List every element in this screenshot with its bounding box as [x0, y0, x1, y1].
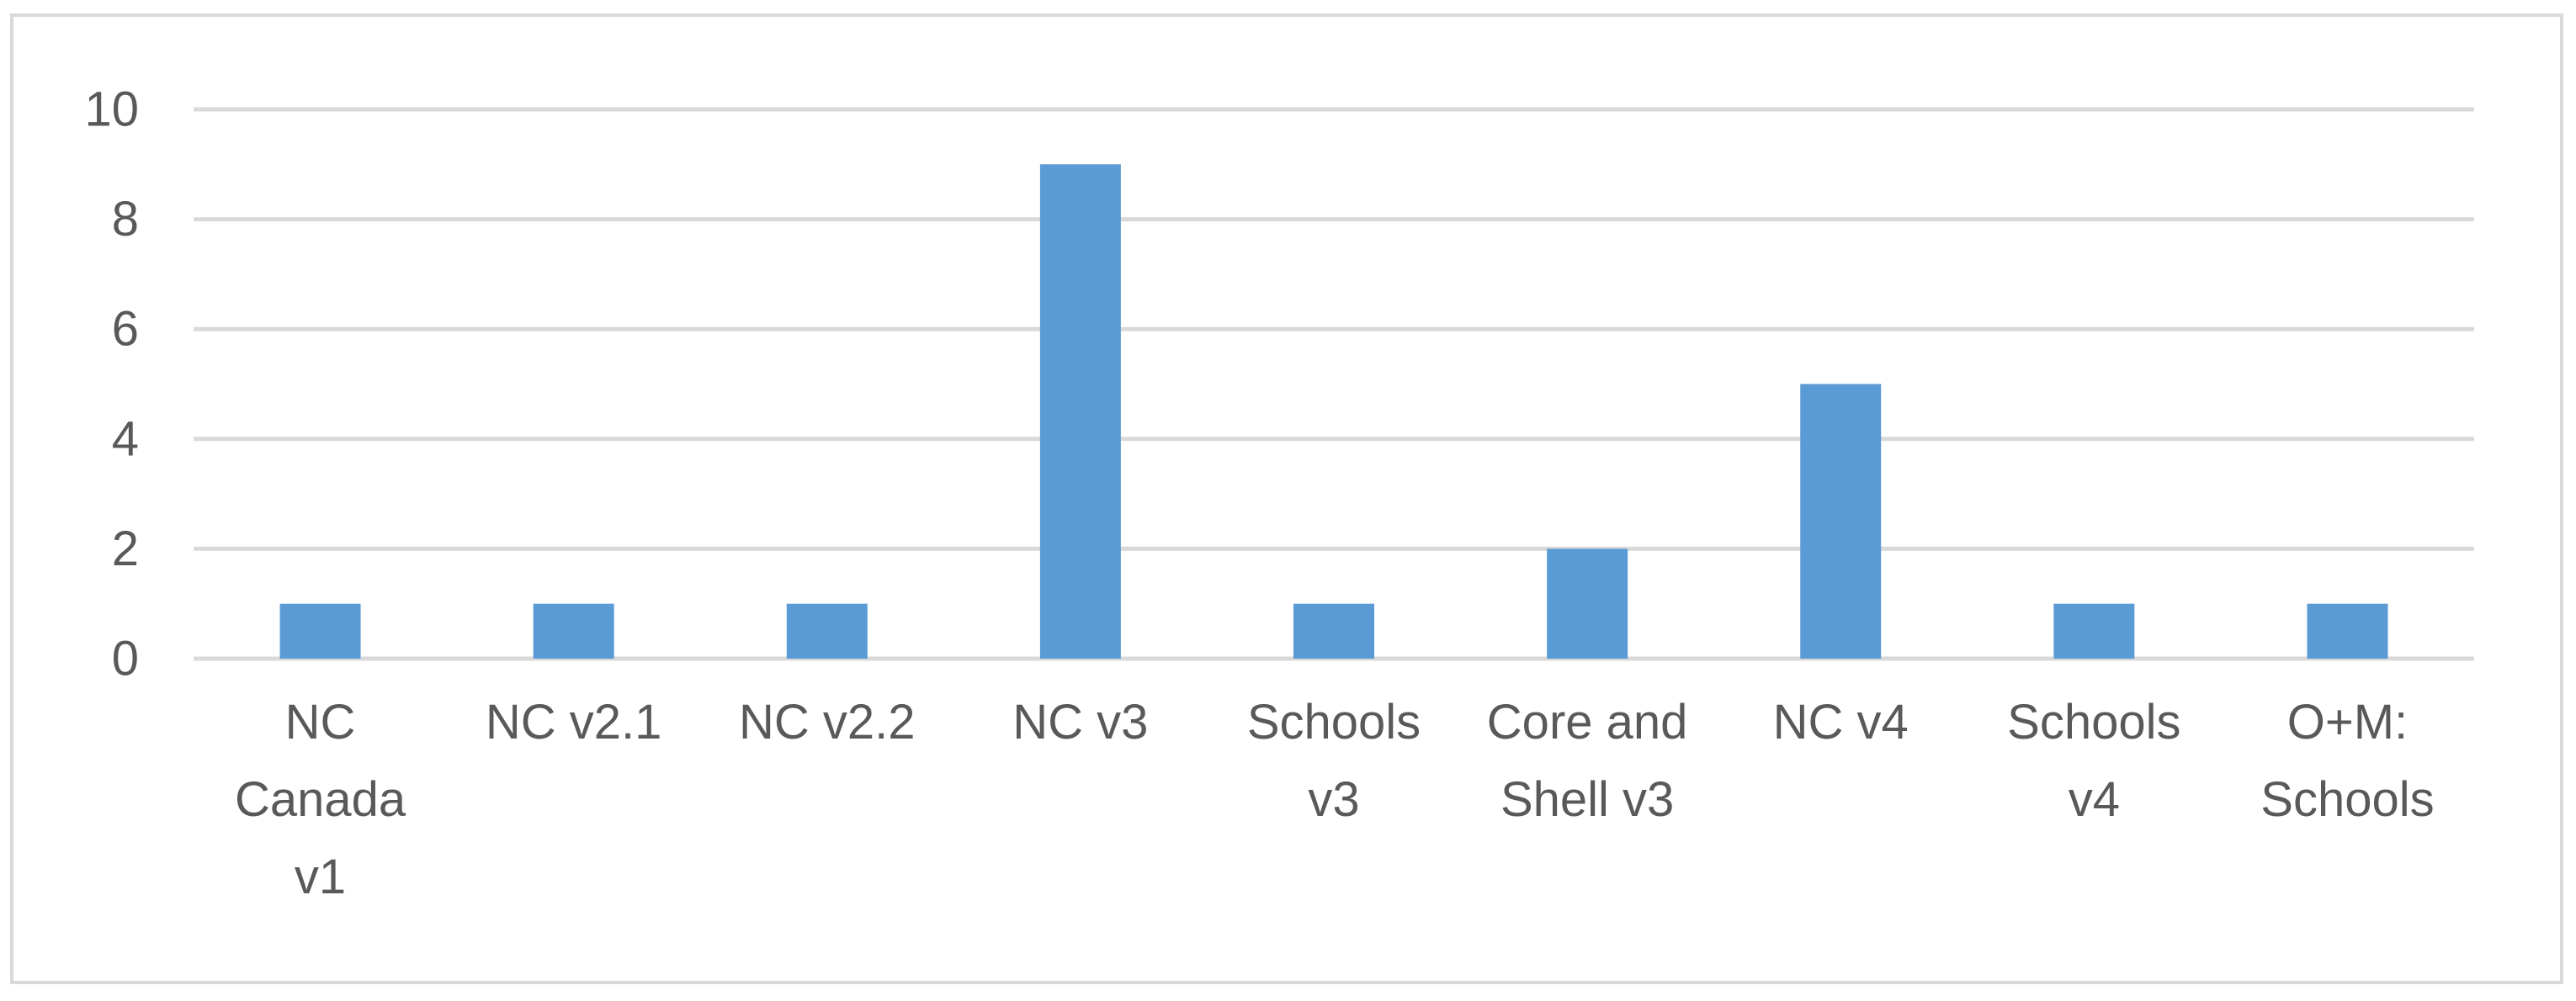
x-tick-label: Schools v4 — [2007, 695, 2180, 827]
x-tick-label: Schools v3 — [1247, 695, 1421, 827]
x-tick-label-line: NC — [285, 695, 356, 749]
y-tick-label: 8 — [112, 192, 139, 246]
bar — [1039, 164, 1121, 659]
x-tick-label: NC v4 — [1773, 695, 1909, 749]
x-tick-label-line: NC v2.2 — [739, 695, 916, 749]
x-tick-label-line: v1 — [295, 850, 346, 904]
y-axis-tick-labels: 0 2 4 6 8 10 — [84, 82, 139, 686]
bar — [2053, 603, 2135, 659]
bar — [279, 603, 361, 659]
grid-layer — [194, 107, 2474, 661]
bar — [2307, 603, 2388, 659]
x-axis-tick-labels: NC Canada v1 NC v2.1 NC v2.2 NC v3 Schools v3 Co… — [235, 695, 2435, 904]
y-tick-label: 4 — [112, 411, 139, 466]
x-tick-label-line: O+M: — [2287, 695, 2408, 749]
x-tick-label-line: NC v3 — [1012, 695, 1148, 749]
bar — [1547, 548, 1628, 659]
x-tick-label: NC Canada v1 — [235, 695, 406, 904]
y-tick-label: 6 — [112, 302, 139, 357]
x-tick-label: NC v2.1 — [486, 695, 662, 749]
x-tick-label: NC v2.2 — [739, 695, 916, 749]
bars-layer — [279, 164, 2388, 659]
bar — [533, 603, 614, 659]
x-tick-label-line: v3 — [1308, 772, 1359, 827]
x-tick-label-line: Canada — [235, 772, 406, 827]
bar — [1293, 603, 1374, 659]
x-tick-label-line: Schools — [2260, 772, 2434, 827]
x-tick-label-line: v4 — [2069, 772, 2120, 827]
x-tick-label-line: NC v4 — [1773, 695, 1909, 749]
x-tick-label-line: Schools — [2007, 695, 2180, 749]
y-tick-label: 2 — [112, 522, 139, 576]
x-tick-label: Core and Shell v3 — [1487, 695, 1688, 827]
chart-frame — [10, 13, 2563, 984]
bar — [1800, 384, 1882, 659]
x-tick-label-line: NC v2.1 — [486, 695, 662, 749]
bar — [786, 603, 868, 659]
y-tick-label: 10 — [84, 82, 139, 137]
x-tick-label: NC v3 — [1012, 695, 1148, 749]
x-tick-label: O+M: Schools — [2260, 695, 2434, 827]
x-tick-label-line: Shell v3 — [1500, 772, 1674, 827]
y-tick-label: 0 — [112, 632, 139, 686]
x-tick-label-line: Schools — [1247, 695, 1421, 749]
x-tick-label-line: Core and — [1487, 695, 1688, 749]
